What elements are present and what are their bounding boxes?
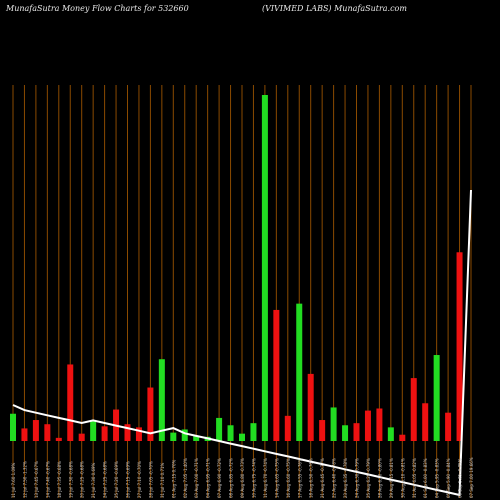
x-tick-label: 17 Aug 6.55 -0.76% <box>297 458 302 498</box>
bar <box>387 427 394 441</box>
x-tick-label: 12 Jul 7.50 -1.32% <box>22 461 27 498</box>
x-tick-label: 13 Jul 7.45 -0.67% <box>34 461 39 498</box>
x-tick-label: 28 Aug 6.20 -0.80% <box>377 458 382 498</box>
x-tick-label: 01 Sep 6.00 -0.83% <box>423 458 428 498</box>
bar <box>422 403 429 441</box>
x-tick-label: 26 Jul 7.15 -0.69% <box>126 461 131 498</box>
bar <box>147 387 154 441</box>
x-tick-label: 28 Jul 7.05 -0.70% <box>148 461 153 498</box>
bar <box>158 359 165 441</box>
x-tick-label: 09 Aug 6.80 -0.73% <box>240 458 245 498</box>
x-tick-label: 01 Aug 7.15 0.70% <box>171 459 176 498</box>
bar <box>330 407 337 441</box>
bar <box>227 425 234 441</box>
x-tick-label: 03 Aug 7.00 -0.71% <box>194 458 199 498</box>
bar <box>170 432 177 441</box>
x-tick-label: 18 Aug 6.50 -0.76% <box>309 458 314 498</box>
x-tick-label: 08 Aug 6.85 -0.72% <box>229 458 234 498</box>
x-tick-label: 25 Jul 7.20 -0.69% <box>114 461 119 498</box>
bar <box>44 424 51 441</box>
chart-title-left: MunafaSutra Money Flow Charts for 532660 <box>6 4 189 13</box>
x-tick-label: 30 Aug 6.10 -0.81% <box>400 458 405 498</box>
bar <box>273 309 280 441</box>
chart-title-right: (VIVIMED LABS) MunafaSutra.com <box>262 4 407 13</box>
x-tick-label: 02 Aug 7.05 -1.40% <box>183 458 188 498</box>
bar <box>376 408 383 441</box>
x-tick-label: 14 Aug 6.65 -0.75% <box>274 458 279 498</box>
x-tick-label: 04 Sep 5.95 -0.83% <box>435 458 440 498</box>
x-tick-label: 05 Sep 5.90 -0.84% <box>446 458 451 498</box>
bar <box>342 425 349 441</box>
x-tick-label: 07 Sep 7.00 19.66% <box>469 457 474 498</box>
bar <box>319 420 326 441</box>
x-tick-label: 16 Aug 6.60 -0.75% <box>286 458 291 498</box>
x-tick-label: 19 Jul 7.30 -0.68% <box>68 461 73 498</box>
bar <box>10 413 16 441</box>
x-tick-label: 21 Aug 6.45 -0.77% <box>320 458 325 498</box>
bar <box>124 424 131 441</box>
bar <box>410 378 417 441</box>
x-tick-label: 22 Aug 6.40 -0.78% <box>332 458 337 498</box>
bar <box>239 433 245 441</box>
bar <box>307 373 314 441</box>
bar <box>296 303 303 441</box>
x-tick-label: 23 Aug 6.35 -0.78% <box>343 458 348 498</box>
bar <box>78 433 85 441</box>
volume-bars <box>10 95 463 441</box>
bar <box>261 95 268 441</box>
bar <box>21 428 28 441</box>
bar <box>216 417 223 441</box>
x-tick-labels: 11 Jul 7.60 1.09% 12 Jul 7.50 -1.32% 13 Ju… <box>11 457 474 498</box>
bar <box>193 435 200 441</box>
x-tick-label: 31 Jul 7.10 0.71% <box>160 462 165 498</box>
bar <box>55 437 62 441</box>
x-tick-label: 11 Aug 6.70 -0.74% <box>263 458 268 498</box>
x-tick-label: 31 Aug 6.05 -0.82% <box>412 458 417 498</box>
bar <box>399 434 406 441</box>
x-tick-label: 10 Aug 6.75 -0.74% <box>251 458 256 498</box>
bar <box>353 423 360 441</box>
x-tick-label: 21 Jul 7.30 0.69% <box>91 462 96 498</box>
bar <box>284 415 291 441</box>
x-tick-label: 04 Aug 6.95 -0.71% <box>206 458 211 498</box>
x-tick-label: 07 Aug 6.90 -0.72% <box>217 458 222 498</box>
bar <box>32 420 39 441</box>
bar <box>456 252 463 441</box>
bar <box>250 423 257 441</box>
x-tick-label: 18 Jul 7.35 -0.68% <box>57 461 62 498</box>
x-tick-label: 25 Aug 6.25 -0.79% <box>366 458 371 498</box>
x-tick-label: 11 Jul 7.60 1.09% <box>11 462 16 498</box>
x-tick-label: 20 Jul 7.25 -0.68% <box>80 461 85 498</box>
bar <box>181 429 188 441</box>
bar <box>445 412 452 441</box>
bar <box>364 410 371 441</box>
bar <box>433 355 440 441</box>
bar <box>135 427 142 441</box>
x-tick-label: 29 Aug 6.15 -0.81% <box>389 458 394 498</box>
x-tick-label: 27 Jul 7.10 -0.70% <box>137 461 142 498</box>
x-tick-label: 14 Jul 7.40 -0.67% <box>45 461 50 498</box>
price-line <box>12 189 472 497</box>
x-tick-label: 24 Jul 7.25 -0.68% <box>103 461 108 498</box>
x-tick-label: 06 Sep 5.85 -0.85% <box>458 458 463 498</box>
bar <box>67 364 74 441</box>
bar <box>101 426 108 441</box>
bar <box>90 421 97 441</box>
x-tick-label: 24 Aug 6.30 -0.79% <box>355 458 360 498</box>
